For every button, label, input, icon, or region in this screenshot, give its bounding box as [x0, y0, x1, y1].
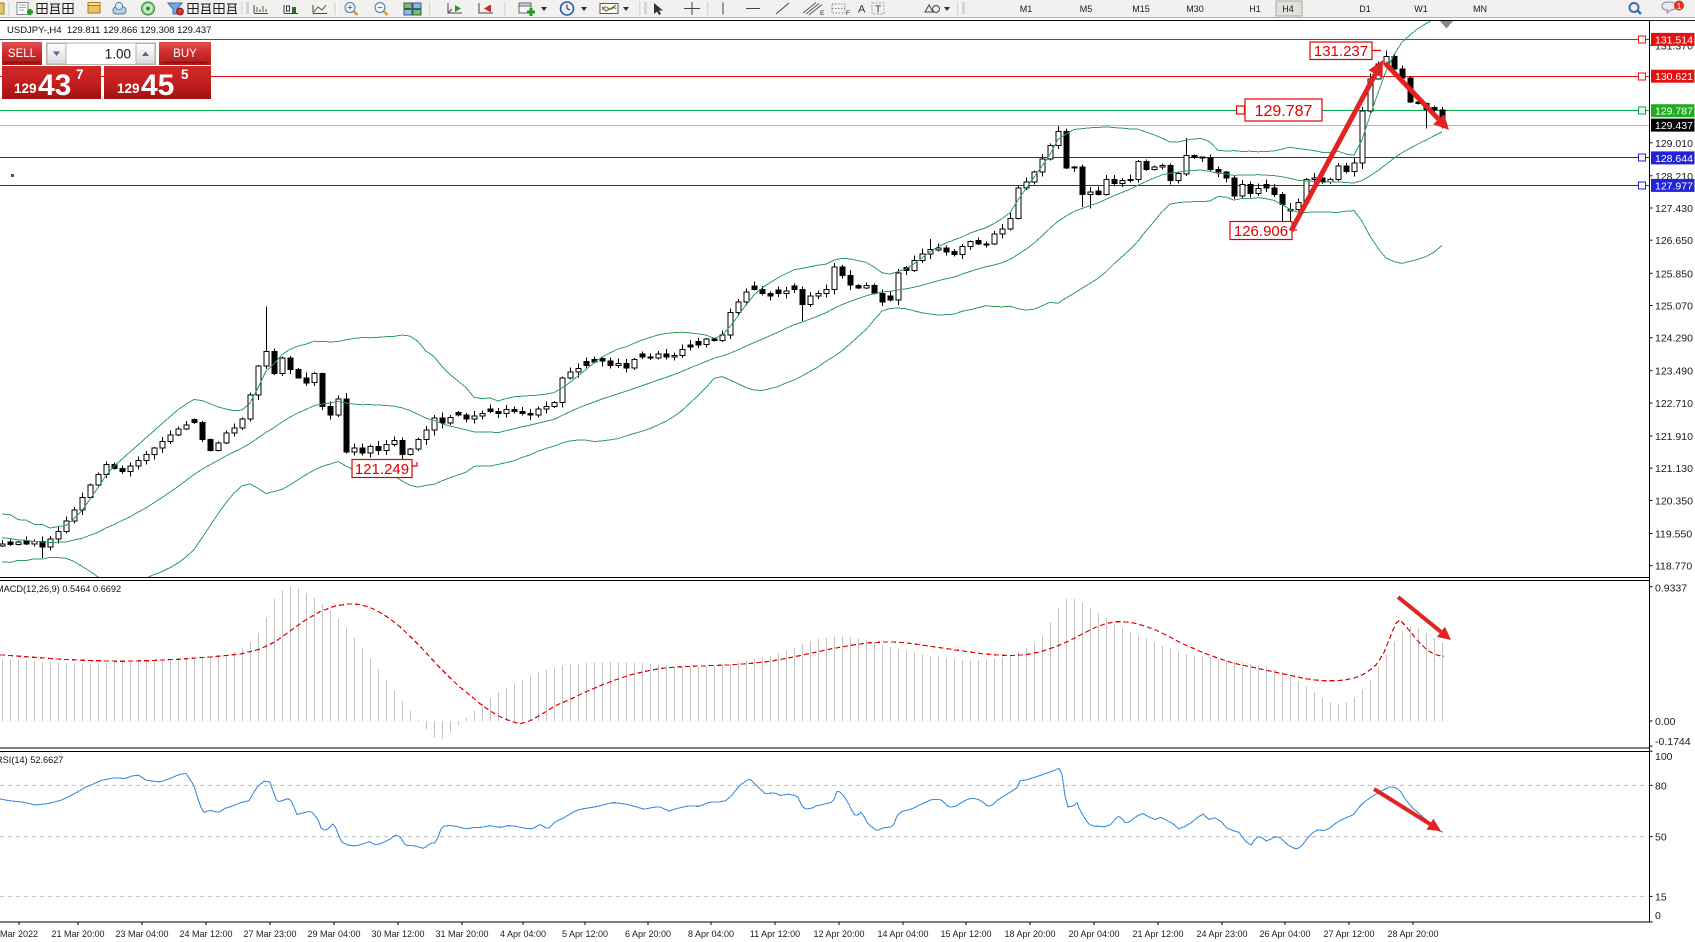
svg-text:0: 0: [1655, 910, 1661, 922]
svg-text:-0.1744: -0.1744: [1655, 736, 1691, 748]
svg-text:6 Apr 20:00: 6 Apr 20:00: [625, 929, 671, 939]
svg-text:18 Apr 20:00: 18 Apr 20:00: [1004, 929, 1055, 939]
svg-text:H1: H1: [1249, 4, 1261, 14]
svg-text:129: 129: [14, 81, 37, 96]
svg-text:130.621: 130.621: [1655, 71, 1693, 83]
svg-text:T: T: [875, 5, 881, 16]
svg-text:+: +: [347, 3, 352, 13]
svg-text:123.490: 123.490: [1655, 366, 1693, 378]
svg-text:45: 45: [141, 69, 174, 102]
svg-text:−: −: [377, 3, 382, 13]
svg-text:50: 50: [1655, 832, 1667, 844]
svg-text:M30: M30: [1186, 4, 1204, 14]
svg-text:4 Apr 04:00: 4 Apr 04:00: [500, 929, 546, 939]
svg-text:RSI(14) 52.6627: RSI(14) 52.6627: [0, 755, 63, 765]
svg-text:28 Apr 20:00: 28 Apr 20:00: [1387, 929, 1438, 939]
svg-text:127.977: 127.977: [1655, 180, 1693, 192]
svg-text:27 Apr 12:00: 27 Apr 12:00: [1323, 929, 1374, 939]
svg-text:126.650: 126.650: [1655, 235, 1693, 247]
svg-text:31 Mar 20:00: 31 Mar 20:00: [435, 929, 488, 939]
svg-text:5: 5: [181, 67, 189, 82]
svg-text:129.010: 129.010: [1655, 138, 1693, 150]
svg-text:129: 129: [117, 81, 140, 96]
svg-text:129.437: 129.437: [1655, 120, 1693, 132]
svg-text:126.906: 126.906: [1234, 223, 1288, 240]
svg-text:131.237: 131.237: [1314, 43, 1368, 60]
svg-text:A: A: [858, 4, 866, 16]
svg-text:80: 80: [1655, 780, 1667, 792]
svg-text:D1: D1: [1359, 4, 1371, 14]
svg-text:30 Mar 12:00: 30 Mar 12:00: [371, 929, 424, 939]
svg-text:BUY: BUY: [173, 48, 197, 60]
svg-text:124.290: 124.290: [1655, 333, 1693, 345]
svg-text:USDJPY-,H4 129.811 129.866 12: USDJPY-,H4 129.811 129.866 129.308 129.4…: [7, 25, 211, 36]
svg-text:15 Apr 12:00: 15 Apr 12:00: [940, 929, 991, 939]
svg-text:SELL: SELL: [8, 48, 37, 60]
svg-text:12 Apr 20:00: 12 Apr 20:00: [813, 929, 864, 939]
svg-text:100: 100: [1655, 751, 1673, 763]
svg-text:23 Mar 04:00: 23 Mar 04:00: [115, 929, 168, 939]
svg-text:14 Apr 04:00: 14 Apr 04:00: [877, 929, 928, 939]
svg-text:W1: W1: [1414, 4, 1428, 14]
svg-text:H4: H4: [1282, 4, 1294, 14]
svg-text:128.644: 128.644: [1655, 153, 1693, 165]
svg-text:1.00: 1.00: [105, 47, 131, 62]
svg-text:0.9337: 0.9337: [1655, 583, 1687, 595]
svg-text:118.770: 118.770: [1655, 561, 1692, 573]
svg-text:24 Apr 23:00: 24 Apr 23:00: [1196, 929, 1247, 939]
svg-text:8 Apr 04:00: 8 Apr 04:00: [688, 929, 734, 939]
svg-text:121.910: 121.910: [1655, 431, 1693, 443]
svg-text:Mar 2022: Mar 2022: [0, 929, 38, 939]
svg-text:127.430: 127.430: [1655, 203, 1693, 215]
svg-text:21 Apr 12:00: 21 Apr 12:00: [1132, 929, 1183, 939]
svg-text:M1: M1: [1020, 4, 1033, 14]
svg-text:122.710: 122.710: [1655, 398, 1693, 410]
svg-text:1: 1: [1677, 1, 1682, 11]
svg-text:129.787: 129.787: [1255, 103, 1313, 120]
svg-text:20 Apr 04:00: 20 Apr 04:00: [1068, 929, 1119, 939]
svg-text:121.249: 121.249: [355, 461, 409, 478]
svg-text:21 Mar 20:00: 21 Mar 20:00: [51, 929, 104, 939]
svg-text:5 Apr 12:00: 5 Apr 12:00: [562, 929, 608, 939]
svg-text:24 Mar 12:00: 24 Mar 12:00: [179, 929, 232, 939]
svg-text:131.514: 131.514: [1655, 34, 1693, 46]
svg-text:129.787: 129.787: [1655, 106, 1693, 118]
svg-text:43: 43: [38, 69, 71, 102]
svg-text:119.550: 119.550: [1655, 529, 1692, 541]
svg-text:M15: M15: [1132, 4, 1150, 14]
svg-text:29 Mar 04:00: 29 Mar 04:00: [307, 929, 360, 939]
svg-text:120.350: 120.350: [1655, 495, 1693, 507]
svg-text:125.850: 125.850: [1655, 268, 1693, 280]
svg-text:E: E: [820, 10, 825, 17]
svg-text:F: F: [846, 10, 850, 17]
svg-text:121.130: 121.130: [1655, 463, 1693, 475]
svg-text:26 Apr 04:00: 26 Apr 04:00: [1259, 929, 1310, 939]
svg-text:15: 15: [1655, 891, 1667, 903]
svg-text:MACD(12,26,9) 0.5464 0.6692: MACD(12,26,9) 0.5464 0.6692: [0, 584, 121, 594]
svg-text:M5: M5: [1080, 4, 1093, 14]
svg-text:0.00: 0.00: [1655, 716, 1676, 728]
svg-text:7: 7: [76, 67, 84, 82]
svg-text:125.070: 125.070: [1655, 301, 1693, 313]
svg-text:MN: MN: [1473, 4, 1487, 14]
svg-text:11 Apr 12:00: 11 Apr 12:00: [750, 929, 800, 939]
svg-text:27 Mar 23:00: 27 Mar 23:00: [243, 929, 296, 939]
